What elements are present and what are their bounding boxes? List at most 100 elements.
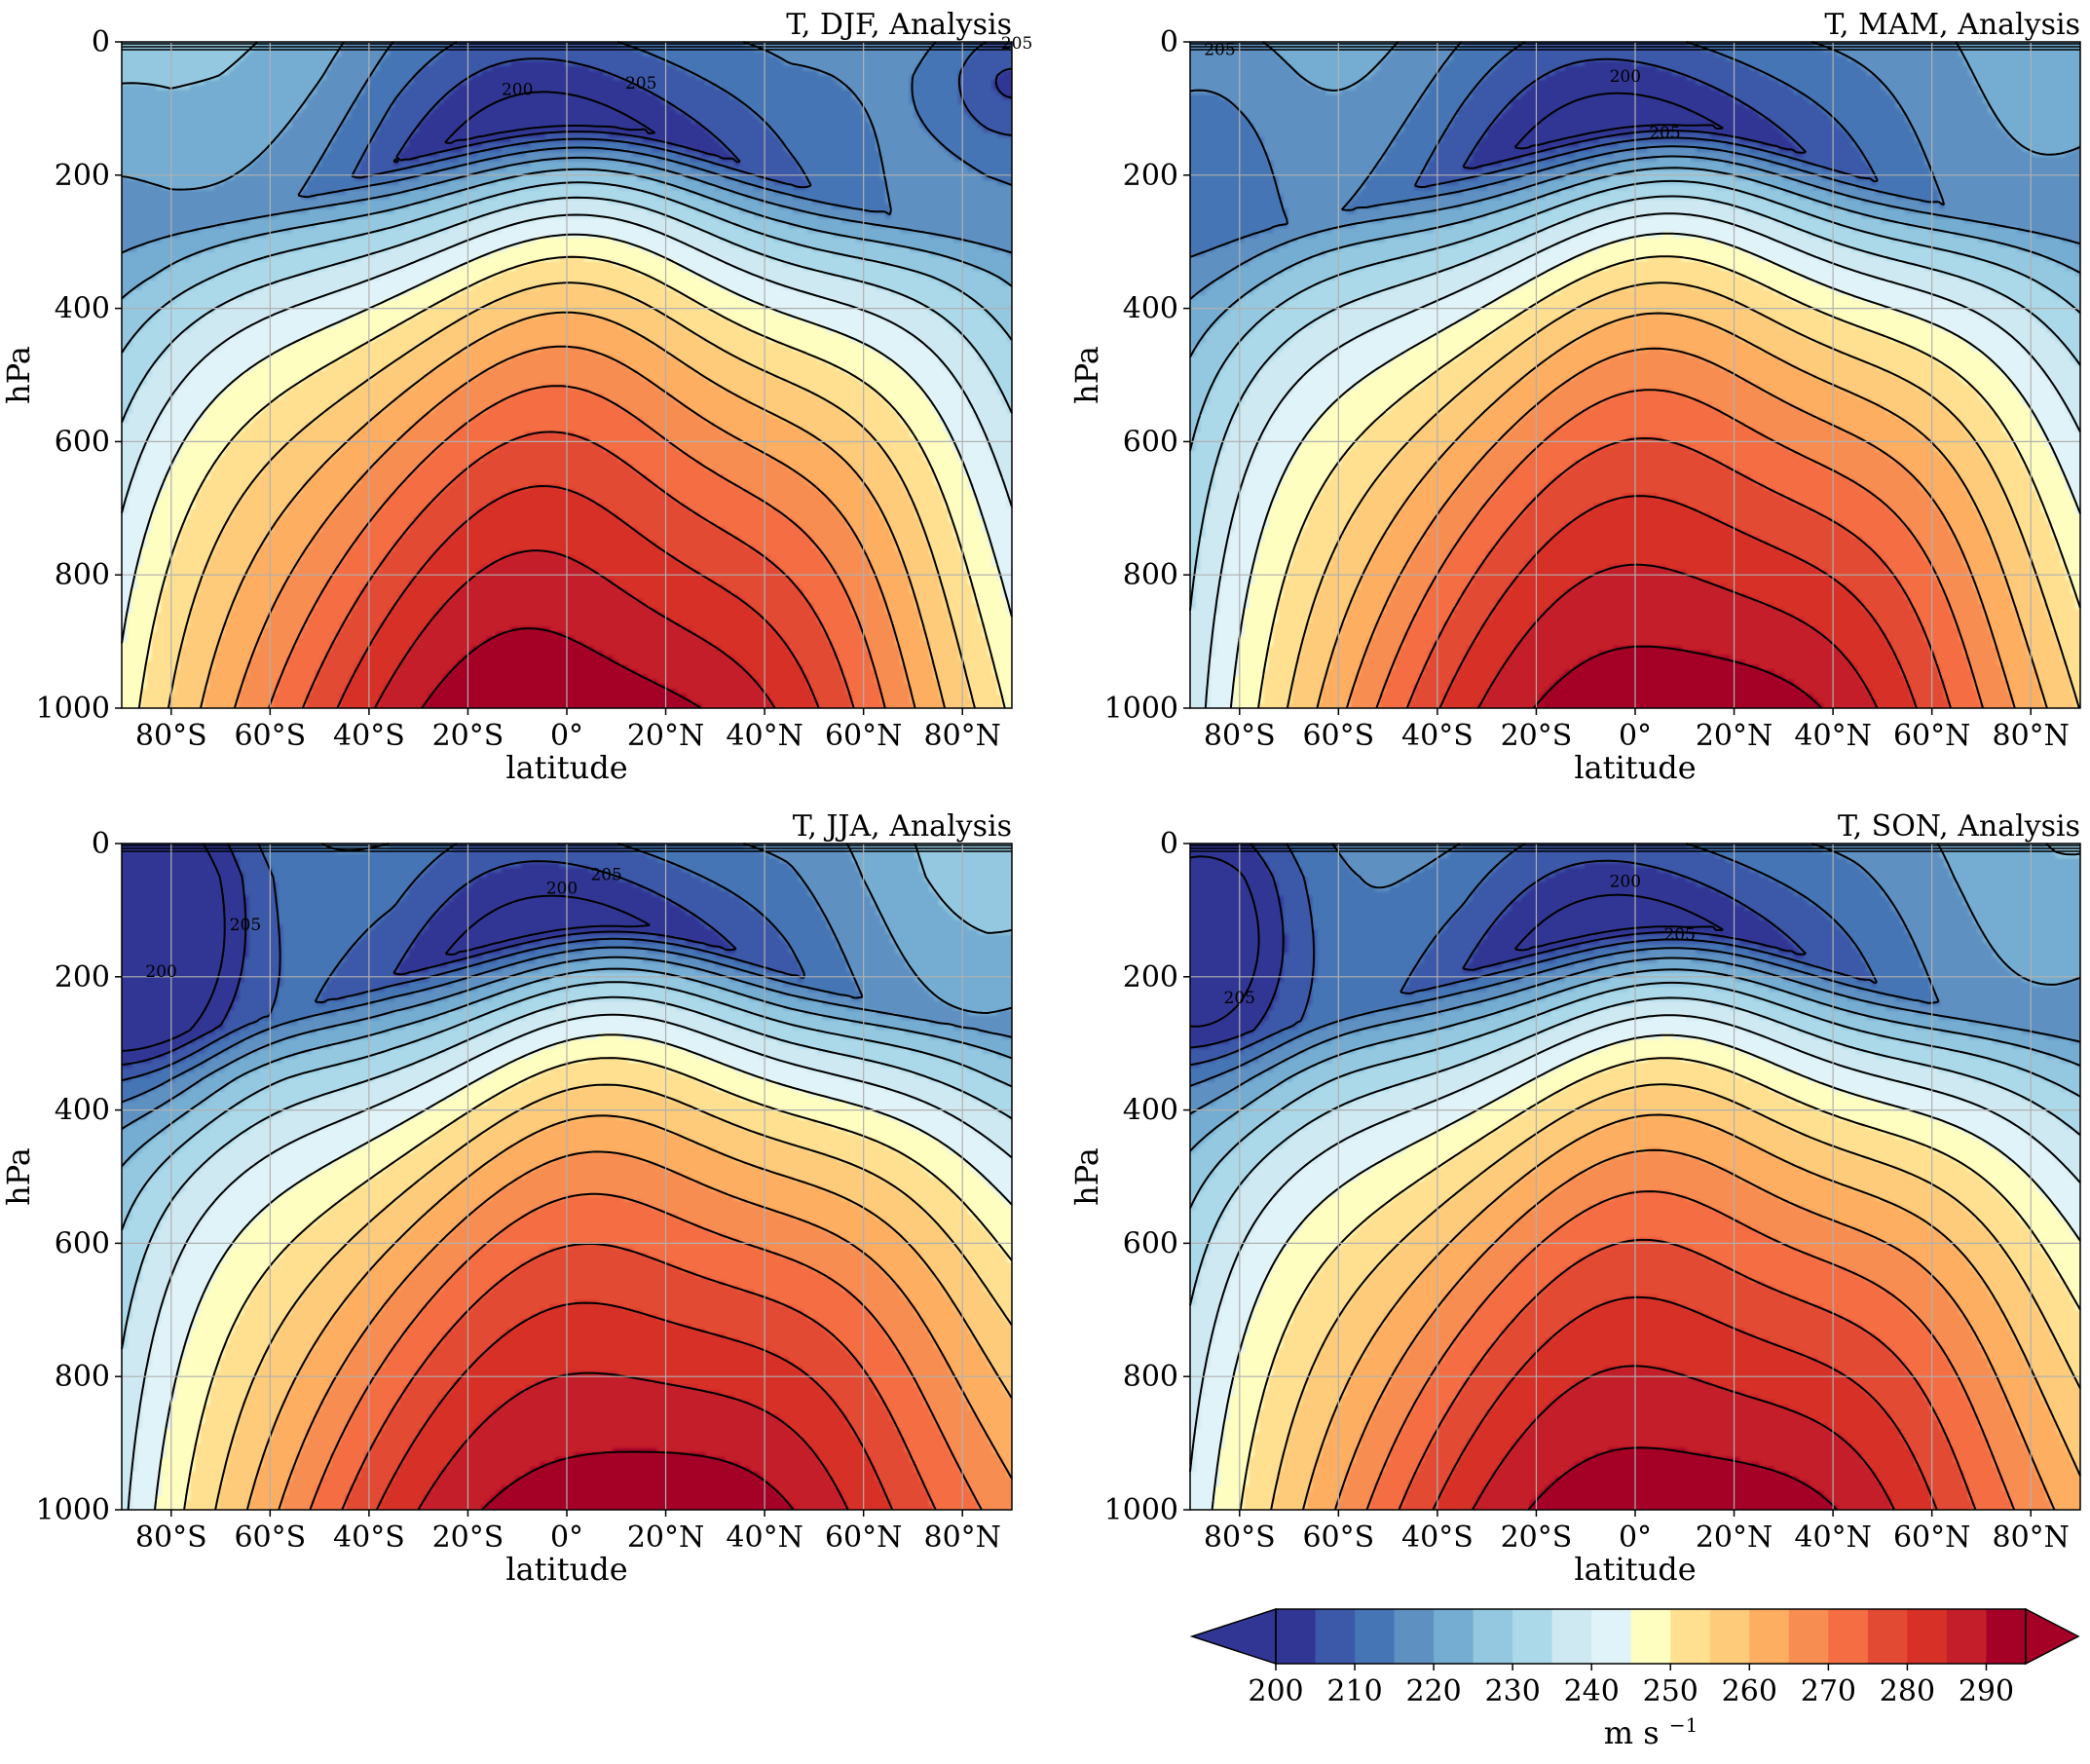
colorbar-bin [1512, 1609, 1553, 1664]
contour-label: 200 [1610, 872, 1641, 891]
x-tick-label: 40°N [726, 719, 802, 753]
contour-275 [341, 1242, 937, 1511]
colorbar-bin [1394, 1609, 1435, 1664]
panel-title: T, JJA, Analysis [793, 809, 1012, 844]
y-tick-label: 1000 [1104, 692, 1178, 726]
panel-title: T, DJF, Analysis [786, 8, 1012, 42]
contour-270 [1375, 389, 1984, 709]
y-tick-label: 800 [55, 1360, 110, 1394]
contour-290 [421, 627, 702, 709]
contour-label: 205 [625, 74, 656, 94]
contour-260 [1316, 312, 2048, 709]
x-tick-label: 80°S [1204, 719, 1276, 753]
colorbar-extend-low [1189, 1607, 1277, 1666]
x-tick-label: 20°N [1696, 1520, 1773, 1555]
colorbar-tick-label: 250 [1643, 1674, 1698, 1708]
colorbar-frame [1275, 1608, 2027, 1665]
colorbar-tick-label: 280 [1880, 1674, 1935, 1708]
y-axis-label: hPa [0, 346, 37, 404]
contour-230 [1189, 179, 2081, 451]
x-axis-label: latitude [505, 1551, 627, 1588]
x-tick-label: 40°S [333, 1520, 405, 1555]
y-tick-label: 600 [55, 425, 110, 459]
x-axis-label: latitude [1574, 749, 1696, 786]
contour-245 [1211, 1033, 2081, 1511]
contour-label: 200 [546, 879, 578, 898]
contour-245 [121, 233, 1013, 644]
x-tick-label: 60°S [234, 719, 306, 753]
colorbar-bin [1434, 1609, 1474, 1664]
gridlines [1190, 42, 2080, 708]
contour-280 [1438, 495, 1918, 709]
x-tick-label: 80°S [135, 1520, 207, 1555]
contour-235 [1189, 996, 2081, 1306]
x-tick-label: 80°N [1993, 1520, 2070, 1555]
colorbar-label: m s −1 [1604, 1713, 1698, 1751]
y-axis-label: hPa [0, 1147, 37, 1206]
contour-270 [1365, 1190, 2016, 1511]
y-tick-label: 1000 [1104, 1493, 1178, 1527]
colorbar-bin [1315, 1609, 1356, 1664]
contour-285 [417, 1371, 849, 1511]
contour-280 [375, 1301, 894, 1511]
y-tick-label: 200 [55, 960, 110, 995]
contour-255 [1270, 1083, 2081, 1511]
x-tick-label: 60°N [825, 719, 902, 753]
colorbar: 200 210 220 230 240 250 260 270 280 290 m s −1 [1189, 1607, 2080, 1751]
x-tick-label: 20°S [432, 1520, 504, 1555]
contour-265 [1333, 1148, 2056, 1511]
y-tick-label: 800 [1123, 1360, 1178, 1394]
y-tick-label: 800 [1123, 558, 1178, 592]
x-tick-label: 20°S [1501, 1520, 1573, 1555]
contour-285 [373, 549, 776, 709]
x-tick-label: 0° [550, 719, 583, 753]
x-tick-label: 40°N [1794, 719, 1871, 753]
x-tick-label: 60°S [234, 1520, 306, 1555]
contour-230 [1189, 981, 2081, 1209]
y-tick-label: 1000 [36, 1493, 110, 1527]
colorbar-bin [1591, 1609, 1632, 1664]
y-axis-label: hPa [1068, 1147, 1105, 1206]
contour-240 [1189, 1014, 2081, 1473]
colorbar-tick-label: 240 [1564, 1674, 1620, 1708]
x-tick-label: 0° [1619, 1520, 1652, 1555]
contour-230 [121, 981, 1013, 1231]
contour-255 [214, 1083, 1013, 1511]
colorbar-bin [1867, 1609, 1909, 1664]
contour-250 [137, 255, 1006, 709]
y-tick-label: 600 [1123, 425, 1178, 459]
contour-250 [1257, 255, 2081, 709]
x-tick-label: 60°N [1893, 719, 1970, 753]
y-tick-label: 0 [1160, 827, 1178, 861]
contour-255 [167, 281, 976, 709]
x-tick-label: 60°N [1893, 1520, 1970, 1555]
colorbar-label-exponent: −1 [1669, 1713, 1698, 1737]
contour-250 [183, 1057, 1013, 1511]
colorbar-bin [1276, 1609, 1317, 1664]
contour-label: 205 [1224, 989, 1255, 1008]
contour-235 [1189, 195, 2081, 611]
contour-label: 200 [145, 962, 176, 982]
x-tick-label: 20°S [432, 719, 504, 753]
contour-280 [1432, 1295, 1938, 1511]
y-tick-label: 600 [55, 1226, 110, 1260]
x-axis-label: latitude [505, 749, 627, 786]
contour-205 [392, 57, 1013, 164]
contour-265 [233, 345, 916, 709]
contour-245 [154, 1033, 1013, 1511]
contour-260 [1302, 1113, 2081, 1511]
panel-title: T, MAM, Analysis [1824, 8, 2080, 42]
contour-lines [1189, 41, 2081, 709]
contour-240 [1204, 212, 2081, 709]
colorbar-bin [1473, 1609, 1513, 1664]
contour-290 [1527, 1446, 1838, 1511]
contour-205 [1462, 57, 1808, 169]
colorbar-bin [1946, 1609, 1988, 1664]
colorbar-bin [1355, 1609, 1396, 1664]
x-tick-label: 40°S [333, 719, 405, 753]
contour-200 [444, 91, 656, 144]
colorbar-bin [1788, 1609, 1829, 1664]
colorbar-bin [1749, 1609, 1790, 1664]
contour-235 [121, 995, 1013, 1350]
x-tick-label: 0° [1619, 719, 1652, 753]
